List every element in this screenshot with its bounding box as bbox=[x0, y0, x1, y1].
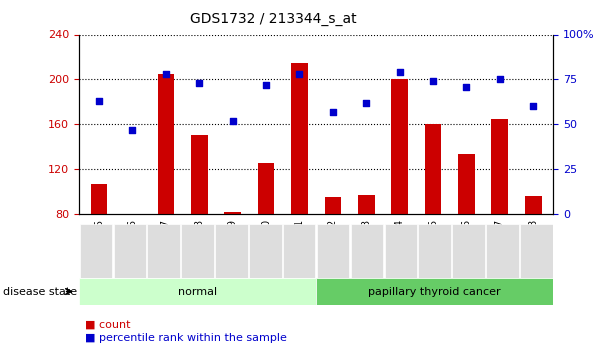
Bar bbox=[283, 224, 316, 278]
Bar bbox=[358, 195, 375, 214]
Point bbox=[295, 71, 305, 77]
Point bbox=[361, 100, 371, 106]
Point bbox=[395, 69, 404, 75]
Point bbox=[128, 127, 137, 132]
Text: normal: normal bbox=[178, 287, 217, 296]
Bar bbox=[486, 224, 519, 278]
Bar bbox=[114, 224, 146, 278]
Bar bbox=[191, 135, 207, 214]
Bar bbox=[452, 224, 485, 278]
Text: disease state: disease state bbox=[3, 287, 77, 296]
Point bbox=[495, 77, 505, 82]
Point bbox=[328, 109, 337, 115]
Bar bbox=[316, 278, 553, 305]
Point bbox=[161, 71, 171, 77]
Bar bbox=[520, 224, 553, 278]
Bar bbox=[157, 74, 174, 214]
Bar bbox=[80, 224, 112, 278]
Bar bbox=[79, 278, 316, 305]
Point bbox=[94, 98, 104, 104]
Bar bbox=[385, 224, 417, 278]
Bar bbox=[458, 155, 475, 214]
Bar bbox=[392, 79, 408, 214]
Bar bbox=[418, 224, 451, 278]
Bar bbox=[425, 124, 441, 214]
Bar bbox=[317, 224, 350, 278]
Text: papillary thyroid cancer: papillary thyroid cancer bbox=[368, 287, 501, 296]
Bar bbox=[258, 164, 274, 214]
Bar bbox=[325, 197, 341, 214]
Bar bbox=[148, 224, 180, 278]
Bar bbox=[351, 224, 383, 278]
Text: ■ percentile rank within the sample: ■ percentile rank within the sample bbox=[85, 333, 287, 343]
Point bbox=[428, 78, 438, 84]
Point bbox=[228, 118, 238, 124]
Bar bbox=[491, 119, 508, 214]
Bar bbox=[215, 224, 247, 278]
Bar bbox=[181, 224, 214, 278]
Point bbox=[261, 82, 271, 88]
Point bbox=[461, 84, 471, 89]
Bar bbox=[91, 184, 108, 214]
Text: ■ count: ■ count bbox=[85, 319, 131, 329]
Bar bbox=[525, 196, 542, 214]
Bar bbox=[291, 62, 308, 214]
Point bbox=[195, 80, 204, 86]
Text: GDS1732 / 213344_s_at: GDS1732 / 213344_s_at bbox=[190, 12, 357, 26]
Point bbox=[528, 104, 538, 109]
Bar bbox=[249, 224, 282, 278]
Bar bbox=[224, 211, 241, 214]
